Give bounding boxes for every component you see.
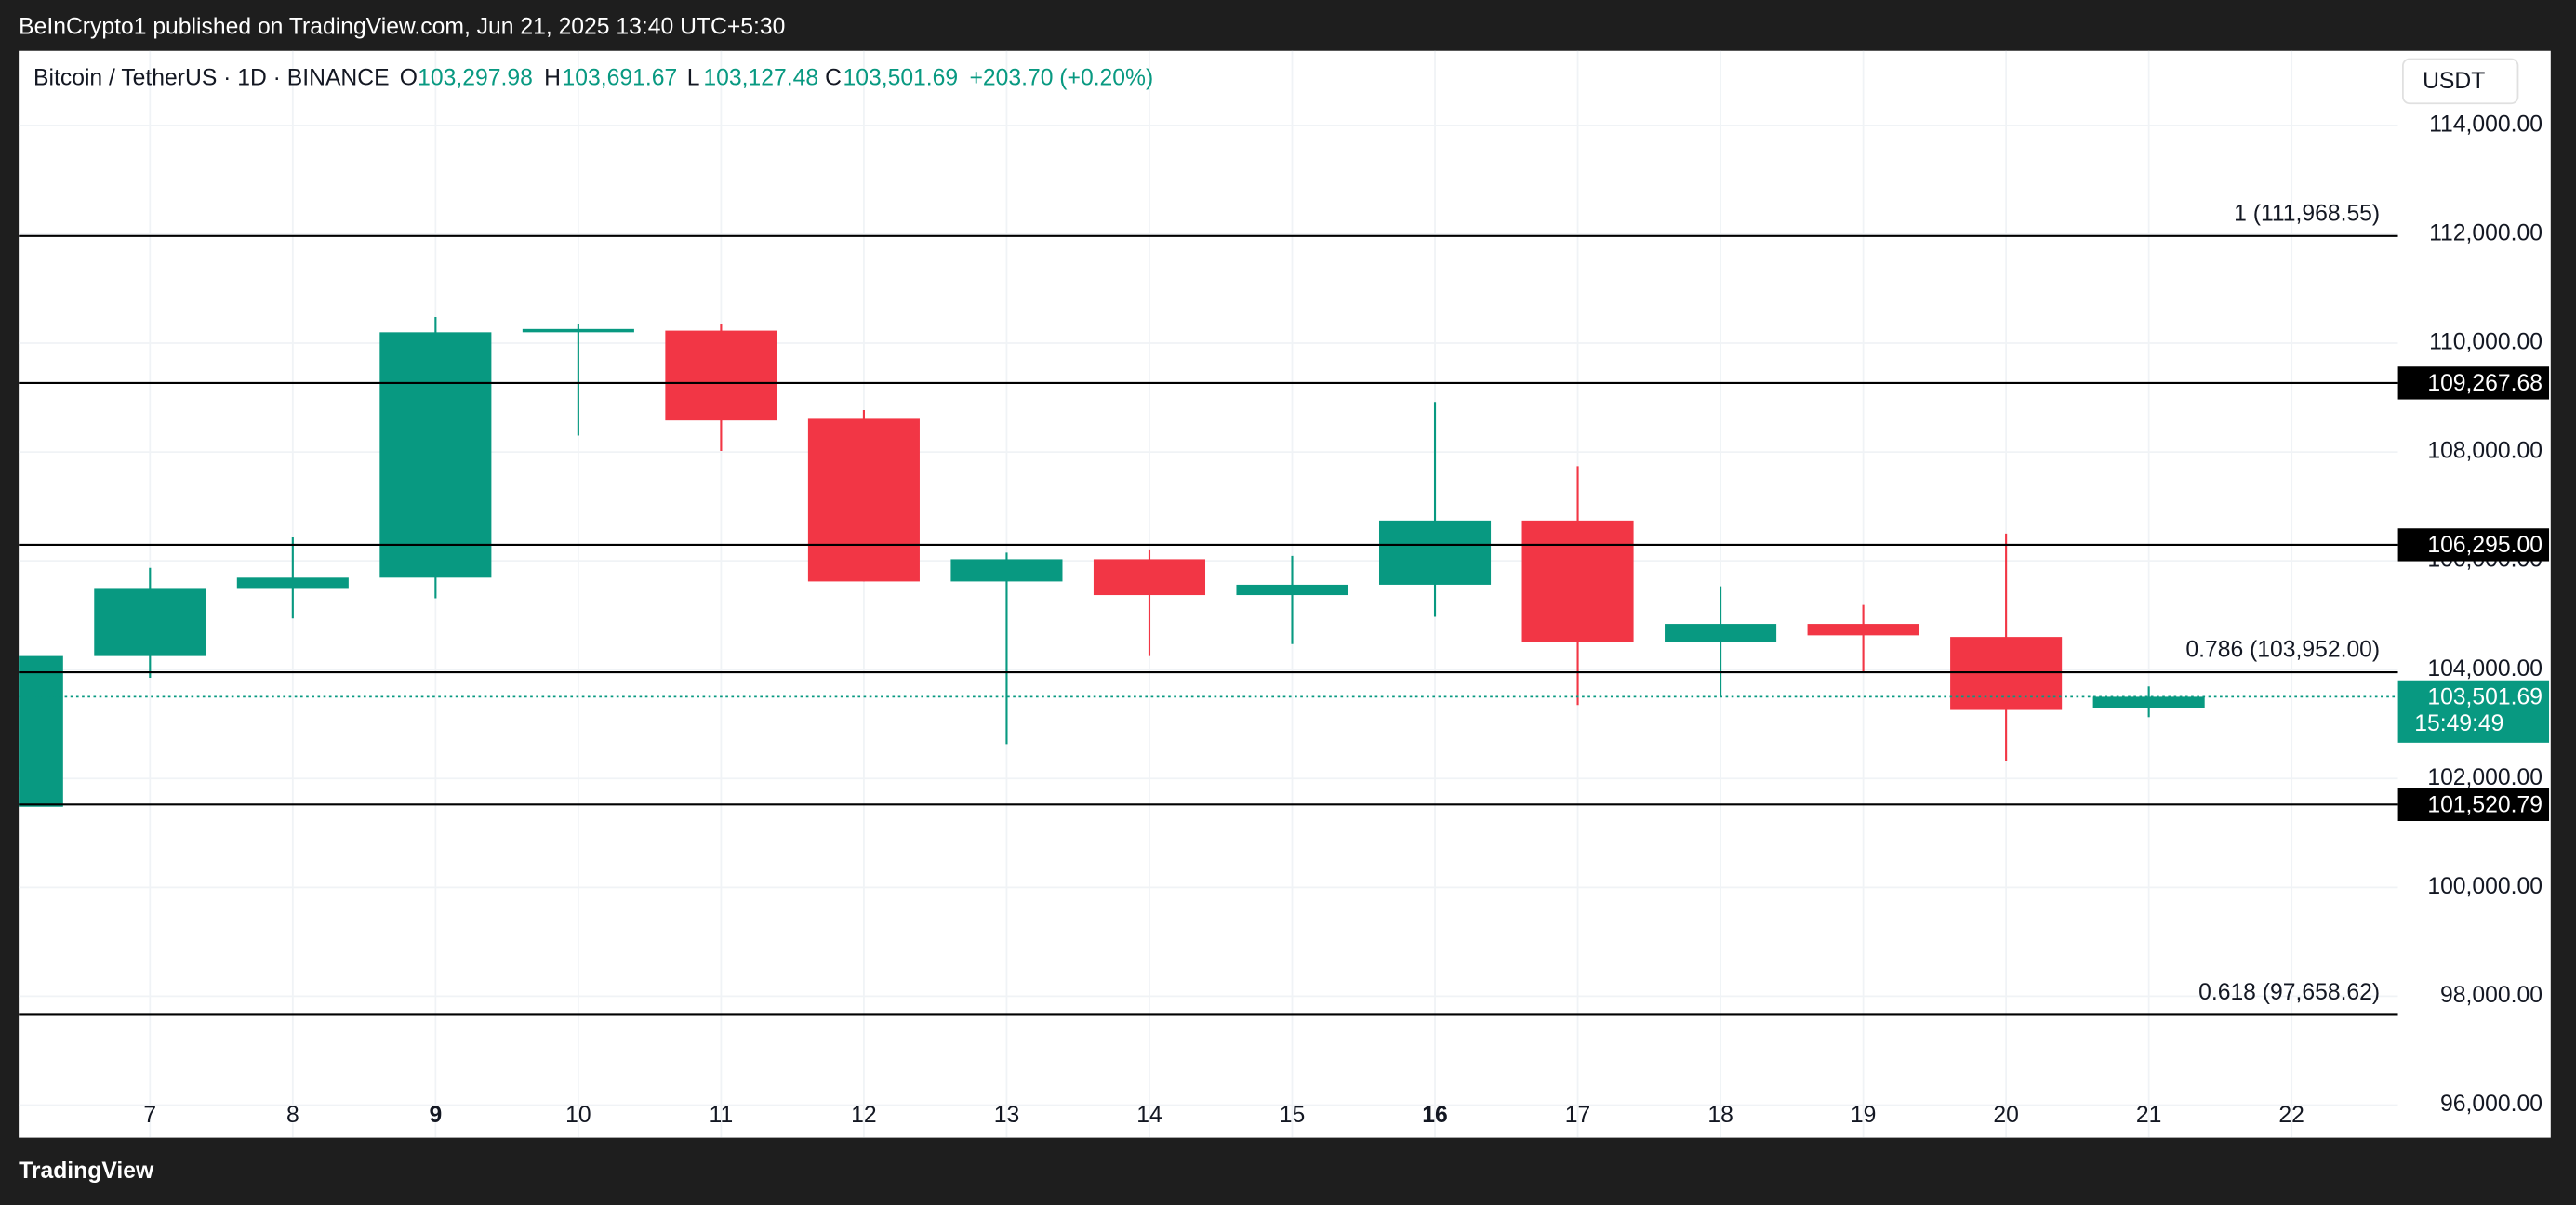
y-tick-label: 98,000.00 [2440,983,2543,1008]
x-tick-label: 15 [1280,1103,1305,1128]
candle-body [807,418,920,582]
y-tick-label: 96,000.00 [2440,1092,2543,1117]
candle-body [19,655,63,807]
overlay-layer: 96,000.00 98,000.00 100,000.00 102,000.00 10… [143,112,2550,1128]
level-tag-label: 109,267.68 [2427,371,2543,396]
x-tick-label: 22 [2278,1103,2304,1128]
candle-body [1236,584,1348,596]
candle-body [94,588,206,656]
close-value: 103,501.69 [843,65,959,90]
candle-body [1093,559,1206,596]
candle-body [2092,696,2205,708]
level-tag-label: 106,295.00 [2427,533,2543,558]
x-tick-label: 17 [1565,1103,1590,1128]
y-tick-label: 112,000.00 [2429,221,2543,246]
x-tick-label: 16 [1422,1103,1447,1128]
candle-body [1950,637,2063,710]
level-tag [2397,788,2550,822]
x-tick-label: 20 [1993,1103,2018,1128]
last-price-label: 103,501.69 [2427,685,2543,710]
level-tag [2397,366,2550,400]
high-value: 103,691.67 [563,65,678,90]
x-tick-label: 7 [143,1103,156,1128]
fib-level-label: 1 (111,968.55) [2234,201,2380,226]
candle-body [522,328,634,333]
low-label: L [687,65,700,90]
x-tick-label: 19 [1851,1103,1876,1128]
y-tick-label: 110,000.00 [2429,330,2543,355]
candle-body [1378,520,1492,585]
candle-body [1521,520,1634,642]
fib-level-label: 0.786 (103,952.00) [2185,638,2380,663]
countdown-label: 15:49:49 [2414,711,2503,736]
level-tag [2397,528,2550,562]
published-note: BeInCrypto1 published on TradingView.com… [19,15,785,40]
currency: USDT [2423,69,2485,94]
x-tick-label: 21 [2136,1103,2161,1128]
high-label: H [544,65,561,90]
candle-body [1807,624,1919,636]
x-tick-label: 8 [286,1103,299,1128]
level-tag-label: 101,520.79 [2427,793,2543,818]
y-tick-label: 102,000.00 [2427,765,2543,790]
candle-body [1665,624,1777,642]
y-tick-label: 100,000.00 [2427,874,2543,899]
plot-layer [19,234,2398,1016]
y-tick-label: 104,000.00 [2427,656,2543,682]
brand: TradingView [19,1159,154,1184]
open-value: 103,297.98 [418,65,533,90]
candle-body [950,559,1063,582]
candle-body [379,332,492,578]
change: +203.70 (+0.20%) [969,65,1153,90]
y-tick-label: 108,000.00 [2427,439,2543,464]
last-price-tag [2397,680,2550,743]
y-tick-label: 114,000.00 [2429,112,2543,137]
x-tick-label: 13 [994,1103,1019,1128]
currency-box [2402,58,2519,105]
fib-level-label: 0.618 (97,658.62) [2198,980,2380,1005]
candle-body [665,330,777,421]
open-label: O [400,65,418,90]
low-value: 103,127.48 [703,65,818,90]
candle-body [236,577,349,589]
x-tick-label: 14 [1136,1103,1162,1128]
close-label: C [825,65,842,90]
x-tick-label: 10 [565,1103,591,1128]
x-tick-label: 9 [429,1103,442,1128]
x-tick-label: 11 [710,1103,734,1128]
symbol: Bitcoin / TetherUS · 1D · BINANCE [33,65,390,90]
x-tick-label: 12 [851,1103,876,1128]
x-tick-label: 18 [1707,1103,1733,1128]
